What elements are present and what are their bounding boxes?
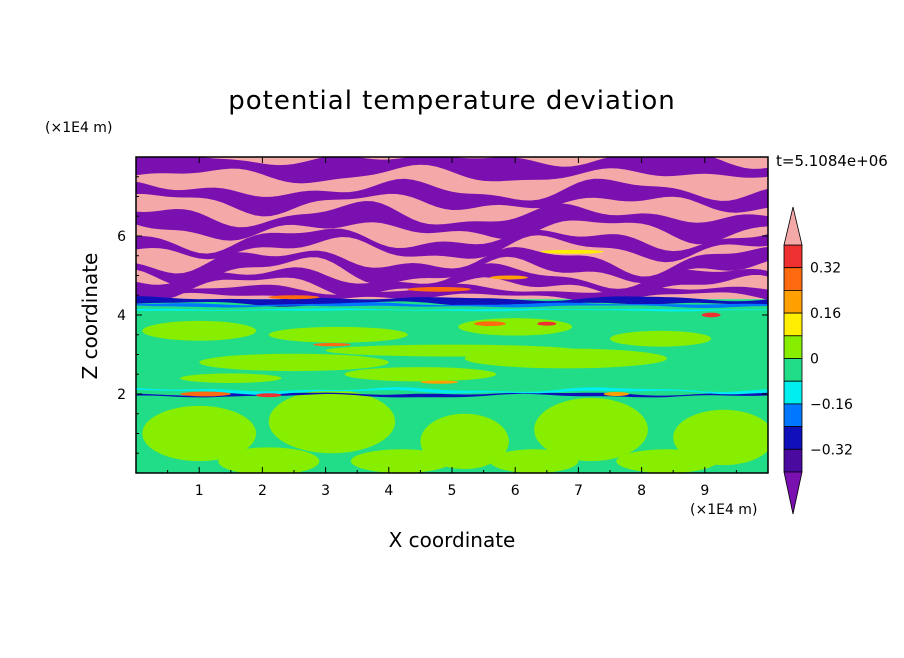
hot-spot <box>701 312 721 318</box>
colorbar-label: −0.32 <box>810 442 853 458</box>
x-axis-label-text: X coordinate <box>388 528 516 552</box>
hot-spot <box>407 286 471 292</box>
warm-anomaly-blob <box>218 447 320 473</box>
hot-spot <box>537 321 557 326</box>
chart-title: potential temperature deviation <box>228 86 676 116</box>
x-tick-label: 4 <box>384 483 393 499</box>
colorbar-label: 0.16 <box>810 306 841 322</box>
z-unit-label: (×1E4 m) <box>45 120 113 136</box>
hot-spot <box>180 391 231 397</box>
x-tick-label: 9 <box>700 483 709 499</box>
colorbar-segment <box>783 403 803 427</box>
warm-anomaly-blob <box>268 326 408 343</box>
x-tick-label: 3 <box>321 483 330 499</box>
inversion-blue <box>136 302 768 308</box>
contour-field <box>136 157 768 473</box>
x-unit-label: (×1E4 m) <box>690 502 758 518</box>
hot-spot <box>474 321 506 327</box>
warm-anomaly-blob <box>489 449 579 473</box>
time-label: t=5.1084e+06 <box>776 152 888 170</box>
cool-edge-z2 <box>136 387 768 395</box>
purple-stripe <box>136 201 768 245</box>
warm-anomaly-blob <box>350 449 452 473</box>
colorbar-over-triangle <box>783 206 803 246</box>
colorbar-segment <box>783 380 803 405</box>
z-axis-label: Z coordinate <box>78 252 102 380</box>
hot-spot <box>256 393 282 398</box>
z-axis: 2 4 6 <box>117 176 768 454</box>
warm-anomaly-blob <box>268 390 396 454</box>
purple-stripe <box>136 178 768 217</box>
x-tick-label: 2 <box>258 483 267 499</box>
z-tick-label: 2 <box>117 387 126 403</box>
warm-anomaly-blob <box>142 405 257 462</box>
warm-anomaly-blob <box>534 397 648 462</box>
inversion-cyan <box>136 308 768 312</box>
x-tick-label: 8 <box>637 483 646 499</box>
hot-spot <box>420 380 459 384</box>
colorbar-segment <box>783 426 803 450</box>
warm-anomaly-blob <box>673 409 768 466</box>
hot-spot <box>268 295 320 300</box>
colorbar-segment <box>783 335 803 359</box>
warm-anomaly-blob <box>344 367 497 382</box>
warm-anomaly-blob <box>458 318 573 336</box>
x-tick-label: 6 <box>511 483 520 499</box>
hot-spot <box>540 249 604 254</box>
colorbar-segment <box>783 448 803 473</box>
x-tick-label: 1 <box>195 483 204 499</box>
colorbar-segment <box>783 289 803 314</box>
colorbar-label: −0.16 <box>810 397 853 413</box>
warm-anomaly-blob <box>610 330 712 347</box>
hot-spot <box>603 392 629 396</box>
x-tick-label: 5 <box>448 483 457 499</box>
x-tick-label: 7 <box>574 483 583 499</box>
colorbar-label: 0 <box>810 352 819 368</box>
z-tick-label: 4 <box>117 308 126 324</box>
warm-anomaly-blob <box>142 320 257 341</box>
hot-spot <box>312 343 351 347</box>
colorbar-segment <box>783 358 803 382</box>
colorbar-segment <box>783 267 803 291</box>
purple-stripe <box>136 228 768 263</box>
purple-stripe <box>136 263 768 300</box>
x-axis-label: X coordinate <box>0 528 904 552</box>
purple-stripe <box>136 246 768 287</box>
warm-anomaly-blob <box>199 353 389 372</box>
colorbar-segment <box>783 312 803 337</box>
colorbar: 0.32 0.16 0 −0.16 −0.32 <box>783 206 853 515</box>
warm-anomaly-blob <box>616 449 718 473</box>
hot-spot <box>489 275 528 280</box>
x-axis: 1 2 3 4 5 6 7 8 9 <box>167 157 737 499</box>
warm-anomaly-blob <box>180 373 282 383</box>
colorbar-under-triangle <box>783 471 803 515</box>
colorbar-label: 0.32 <box>810 261 841 277</box>
warm-anomaly-blob <box>325 344 579 357</box>
z-tick-label: 6 <box>117 229 126 245</box>
colorbar-segment <box>783 244 803 269</box>
purple-stripe <box>136 157 768 184</box>
